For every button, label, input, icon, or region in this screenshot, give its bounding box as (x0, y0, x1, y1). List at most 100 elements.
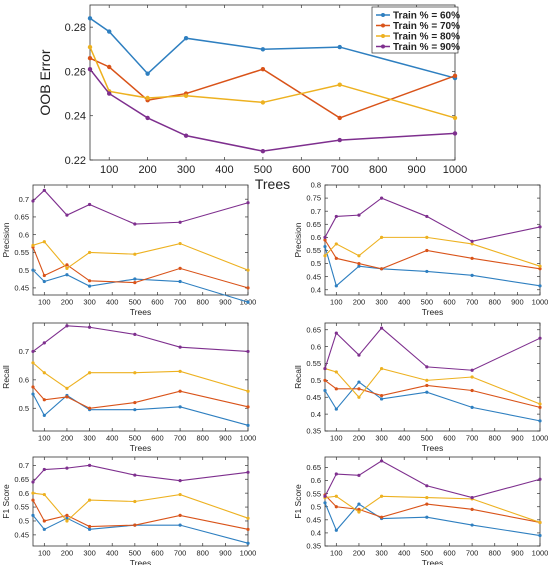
x-tick-label: 900 (219, 549, 232, 558)
data-point (246, 389, 250, 393)
data-point (470, 375, 474, 379)
y-axis-label: Recall (1, 365, 11, 389)
x-tick-label: 200 (61, 549, 74, 558)
y-tick-label: 0.6 (311, 342, 321, 351)
y-tick-label: 0.65 (14, 213, 29, 222)
data-point (470, 273, 474, 277)
data-point (357, 473, 361, 477)
y-tick-label: 0.55 (14, 248, 29, 257)
data-point (337, 115, 342, 121)
data-point (425, 214, 429, 219)
data-point (334, 407, 338, 411)
data-point (87, 67, 93, 72)
data-point (425, 495, 429, 500)
data-point (334, 242, 338, 246)
series-line-3 (89, 46, 456, 119)
y-tick-label: 0.35 (306, 542, 321, 551)
chart-panel-1: 100 200 300 400 500 600 700 800 900 1000 0.22 0.24 0… (37, 4, 467, 192)
data-point (87, 284, 92, 288)
legend: Train % = 60%Train % = 70%Train % = 80%T… (371, 6, 460, 54)
data-point (323, 235, 327, 239)
data-point (357, 213, 361, 217)
data-point (379, 494, 384, 498)
data-point (42, 273, 46, 278)
data-point (334, 528, 338, 532)
data-point (178, 266, 182, 270)
x-tick-label: 800 (488, 298, 501, 307)
data-point (42, 371, 46, 375)
data-point (133, 277, 137, 281)
data-point (425, 269, 429, 274)
data-point (133, 499, 137, 504)
y-tick-label: 0.6 (311, 233, 321, 242)
data-point (357, 387, 361, 391)
data-point (470, 368, 474, 372)
x-tick-label: 400 (398, 549, 411, 558)
x-tick-label: 400 (215, 164, 233, 176)
x-tick-label: 700 (466, 434, 479, 443)
x-tick-label: 1000 (532, 434, 549, 443)
data-point (379, 459, 384, 463)
data-point (470, 242, 474, 246)
data-point (323, 388, 327, 393)
x-tick-label: 600 (443, 549, 456, 558)
data-point (183, 93, 189, 98)
x-tick-label: 500 (129, 549, 142, 558)
axes-box (89, 4, 456, 161)
data-point (145, 115, 150, 121)
data-point (538, 264, 542, 268)
data-point (357, 510, 361, 514)
data-point (538, 336, 542, 340)
data-point (425, 502, 429, 506)
data-point (357, 380, 361, 384)
axes-box (324, 456, 541, 547)
data-point (87, 55, 93, 61)
data-point (31, 349, 35, 354)
x-tick-label: 100 (38, 434, 51, 443)
x-tick-label: 200 (61, 298, 74, 307)
y-tick-label: 0.5 (311, 376, 321, 385)
x-tick-label: 300 (375, 549, 388, 558)
data-point (357, 254, 361, 258)
data-point (246, 286, 250, 290)
data-point (379, 267, 384, 271)
x-tick-label: 1000 (532, 549, 549, 558)
data-point (178, 513, 182, 518)
data-point (357, 261, 361, 266)
data-point (470, 523, 474, 527)
data-point (42, 492, 46, 497)
y-tick-label: 0.6 (311, 476, 321, 485)
series-line-3 (32, 241, 249, 271)
x-tick-label: 400 (106, 434, 119, 443)
x-tick-label: 700 (466, 298, 479, 307)
y-tick-label: 0.7 (19, 461, 29, 470)
data-point (31, 491, 35, 495)
data-point (178, 405, 182, 409)
data-point (87, 202, 92, 207)
data-point (425, 484, 429, 488)
data-point (87, 498, 92, 502)
data-point (470, 405, 474, 409)
data-point (246, 423, 250, 427)
y-tick-label: 0.28 (65, 22, 86, 34)
data-point (323, 238, 327, 242)
data-point (133, 473, 137, 477)
x-tick-label: 800 (196, 298, 209, 307)
data-point (538, 225, 542, 229)
legend-swatch-marker (381, 13, 385, 17)
data-point (133, 371, 137, 375)
y-tick-label: 0.7 (19, 347, 29, 356)
series-line-3 (32, 492, 249, 522)
data-point (425, 378, 429, 382)
data-point (31, 392, 35, 396)
data-point (246, 268, 250, 272)
series-line-4 (32, 189, 249, 225)
data-point (334, 494, 338, 498)
y-axis-label: Recall (293, 365, 303, 389)
data-point (183, 36, 189, 41)
x-tick-label: 100 (38, 298, 51, 307)
x-axis-label: Trees (130, 443, 151, 453)
data-point (65, 513, 69, 518)
x-tick-label: 100 (330, 434, 343, 443)
data-point (470, 256, 474, 260)
